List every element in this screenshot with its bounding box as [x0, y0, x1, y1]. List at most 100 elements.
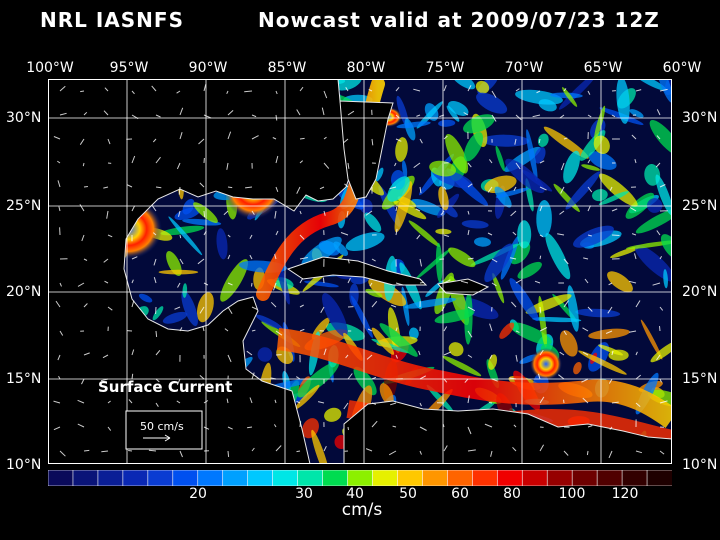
current-vector — [203, 84, 207, 92]
current-vector — [563, 137, 568, 140]
speed-patch — [475, 80, 490, 94]
current-vector — [611, 350, 614, 356]
current-vector — [395, 86, 400, 92]
current-vector — [199, 306, 205, 314]
speed-patch — [182, 283, 188, 298]
speed-patch — [220, 259, 249, 302]
speed-patch — [594, 105, 606, 141]
cuba-island — [286, 256, 428, 286]
speed-patch — [379, 323, 418, 357]
lon-label: 90°W — [188, 60, 228, 76]
current-vector — [583, 257, 589, 260]
current-vector — [371, 402, 377, 405]
current-vector — [77, 423, 85, 428]
current-vector — [251, 306, 258, 310]
current-vector — [347, 373, 353, 380]
current-vector — [512, 231, 517, 236]
current-vector — [368, 88, 373, 92]
current-vector — [560, 162, 565, 171]
current-vector — [443, 234, 450, 237]
current-vector — [58, 375, 61, 380]
current-vector — [155, 402, 159, 407]
current-vector — [224, 328, 229, 332]
current-vector — [563, 330, 567, 336]
speed-patch — [509, 322, 552, 345]
current-vector — [249, 397, 253, 404]
speed-patch — [297, 361, 340, 398]
current-vector — [79, 204, 85, 212]
speed-patch — [438, 186, 449, 211]
speed-patch — [387, 176, 410, 202]
speed-patch — [463, 114, 495, 134]
current-vector — [59, 282, 62, 287]
current-vector — [345, 87, 349, 92]
speed-patch — [592, 189, 608, 202]
current-vector — [587, 159, 591, 164]
current-vector — [539, 327, 548, 332]
speed-patch — [394, 181, 413, 233]
current-vector — [346, 210, 349, 218]
current-vector — [176, 400, 181, 404]
current-vector — [563, 399, 565, 404]
current-vector — [608, 282, 613, 286]
lat-label-left: 15°N — [6, 371, 42, 387]
current-vector — [83, 449, 90, 452]
current-vector — [563, 258, 569, 265]
colorbar-cell — [646, 470, 672, 486]
current-vector — [539, 255, 542, 260]
lon-label: 85°W — [267, 60, 307, 76]
speed-patch — [616, 79, 630, 124]
current-vector — [609, 426, 613, 430]
florida-land — [339, 100, 394, 200]
speed-patch — [438, 119, 456, 127]
speed-patch — [463, 132, 484, 162]
current-vector — [659, 378, 662, 383]
current-vector — [539, 205, 543, 212]
current-vector — [395, 354, 398, 359]
colorbar-cell — [496, 470, 523, 486]
current-vector — [419, 375, 427, 380]
speed-patch — [481, 134, 530, 147]
current-vector — [635, 300, 641, 308]
current-vector — [79, 138, 85, 145]
current-vector — [395, 282, 404, 286]
speed-patch — [484, 243, 514, 283]
current-vector — [395, 206, 398, 212]
current-vector — [274, 210, 277, 219]
speed-patch — [663, 269, 668, 289]
colorbar-cell — [197, 470, 224, 486]
speed-patch — [559, 330, 578, 357]
speed-patch — [334, 79, 362, 91]
current-vector — [77, 399, 85, 404]
current-vector — [467, 229, 470, 236]
current-vector — [251, 210, 255, 215]
colorbar-cell — [297, 470, 324, 486]
current-vector — [635, 374, 642, 380]
current-vector — [151, 85, 157, 92]
current-vector — [467, 85, 472, 92]
current-vector — [581, 378, 589, 383]
current-vector — [323, 445, 327, 452]
speed-patch — [629, 109, 644, 118]
current-vector — [299, 304, 304, 308]
lon-label: 95°W — [109, 60, 149, 76]
speed-patch — [476, 92, 508, 114]
speed-patch — [448, 342, 464, 357]
product-title: Nowcast — [258, 8, 361, 32]
current-vector — [323, 90, 328, 99]
colorbar-cell — [322, 470, 349, 486]
current-vector — [515, 279, 523, 284]
speed-patch — [484, 175, 517, 194]
speed-patch — [474, 237, 491, 247]
colorbar-cell — [222, 470, 249, 486]
current-vector — [419, 281, 425, 284]
speed-patch — [464, 291, 473, 345]
current-vector — [607, 306, 613, 314]
current-vector — [515, 162, 521, 170]
current-vector — [299, 234, 305, 240]
current-vector — [365, 448, 373, 452]
speed-patch — [515, 89, 563, 105]
current-vector — [227, 254, 231, 260]
current-vector — [659, 450, 665, 455]
speed-patch — [495, 187, 530, 198]
